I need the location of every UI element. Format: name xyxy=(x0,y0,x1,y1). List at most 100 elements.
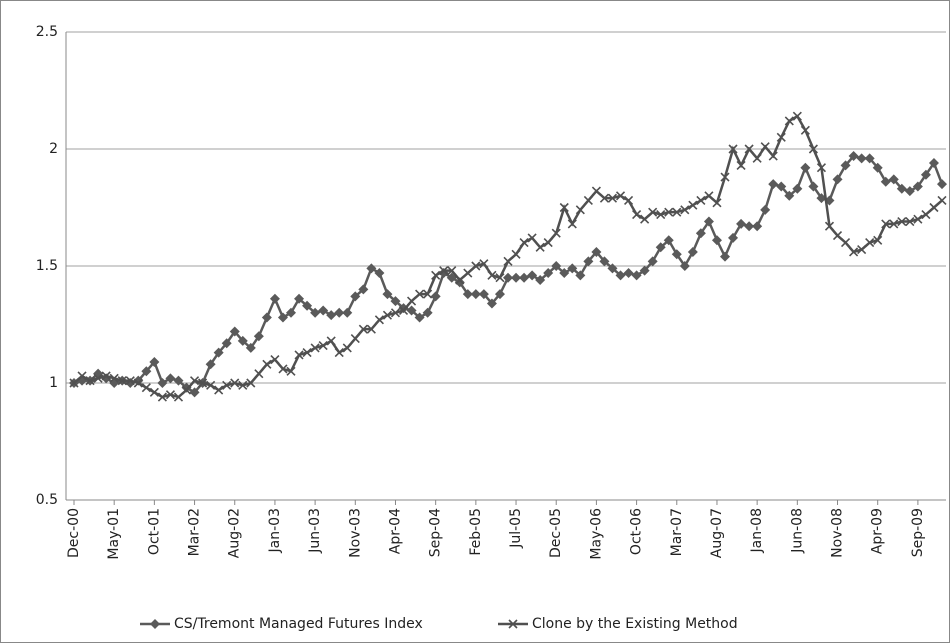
data-point xyxy=(462,289,473,300)
data-point xyxy=(840,238,851,248)
data-point xyxy=(800,125,810,135)
data-point xyxy=(880,176,891,187)
data-point xyxy=(543,268,554,279)
data-point xyxy=(711,235,722,246)
data-point xyxy=(165,373,176,384)
data-point xyxy=(648,207,658,217)
data-point xyxy=(262,359,272,369)
data-point xyxy=(905,216,915,227)
data-point xyxy=(623,195,634,206)
data-point xyxy=(679,261,690,271)
data-point xyxy=(430,291,441,302)
data-point xyxy=(760,204,771,215)
data-point xyxy=(270,355,280,365)
data-point xyxy=(760,142,770,152)
data-point xyxy=(117,376,127,386)
data-point xyxy=(181,382,192,393)
data-point xyxy=(374,268,385,279)
data-point xyxy=(350,291,361,302)
data-point xyxy=(238,380,248,390)
data-point xyxy=(189,387,200,398)
data-point xyxy=(881,219,891,229)
data-point xyxy=(93,373,103,383)
data-point xyxy=(671,249,682,260)
data-point xyxy=(109,373,119,383)
data-point xyxy=(245,342,256,353)
data-point xyxy=(261,312,272,323)
data-point xyxy=(664,207,674,217)
data-point xyxy=(663,235,674,246)
data-point xyxy=(447,266,457,276)
legend-marker xyxy=(150,619,160,629)
data-point xyxy=(632,209,642,220)
x-tick-label: Feb-05 xyxy=(468,508,484,556)
data-point xyxy=(222,380,232,390)
data-point xyxy=(326,310,337,321)
data-point xyxy=(872,162,883,173)
data-point xyxy=(479,259,489,269)
data-point xyxy=(358,284,369,295)
data-point xyxy=(511,249,521,259)
data-point xyxy=(358,324,368,334)
legend-marker xyxy=(508,619,518,629)
data-point xyxy=(173,392,184,402)
data-point xyxy=(912,181,923,192)
data-point xyxy=(342,343,352,353)
legend-label: Clone by the Existing Method xyxy=(532,616,738,632)
data-point xyxy=(583,256,594,267)
y-tick-label: 1 xyxy=(49,375,58,391)
data-point xyxy=(454,277,465,288)
data-point xyxy=(511,272,522,283)
data-point xyxy=(599,256,610,267)
data-point xyxy=(655,242,666,253)
data-point xyxy=(599,193,610,203)
data-point xyxy=(551,261,562,271)
data-point xyxy=(519,272,530,283)
data-point xyxy=(567,263,578,274)
x-tick-label: Jun-03 xyxy=(307,508,323,554)
x-tick-label: Nov-08 xyxy=(830,508,846,558)
data-point xyxy=(896,183,907,194)
x-tick-label: Sep-04 xyxy=(428,508,444,557)
data-point xyxy=(816,163,827,173)
data-point xyxy=(575,205,585,215)
x-tick-label: Jan-03 xyxy=(267,508,283,553)
data-point xyxy=(695,228,706,239)
data-point xyxy=(237,335,248,346)
data-point xyxy=(463,268,473,278)
data-point xyxy=(294,350,304,360)
data-point xyxy=(69,378,79,388)
data-point xyxy=(720,251,730,262)
data-point xyxy=(607,193,618,203)
data-point xyxy=(486,298,497,309)
data-point xyxy=(873,235,883,245)
data-point xyxy=(535,275,546,286)
data-point xyxy=(647,256,658,267)
x-tick-label: Oct-01 xyxy=(146,508,162,555)
data-point xyxy=(929,202,939,213)
x-tick-label: Apr-04 xyxy=(387,508,403,554)
data-point xyxy=(752,221,763,232)
data-point xyxy=(503,272,513,283)
data-point xyxy=(206,380,216,390)
data-point xyxy=(310,343,320,353)
x-tick-label: Dec-05 xyxy=(548,508,564,558)
data-point xyxy=(623,268,634,279)
data-point xyxy=(342,307,353,318)
data-point xyxy=(591,246,602,257)
x-tick-label: Apr-09 xyxy=(870,508,886,554)
x-tick-label: Mar-07 xyxy=(669,508,685,556)
data-point xyxy=(221,338,232,349)
data-point xyxy=(423,289,433,299)
data-point xyxy=(656,209,666,220)
data-point xyxy=(519,238,529,248)
data-point xyxy=(470,289,481,300)
data-point xyxy=(326,336,336,346)
data-point xyxy=(310,307,321,318)
data-point xyxy=(149,387,159,397)
data-point xyxy=(776,132,786,142)
data-point xyxy=(559,268,570,279)
data-point xyxy=(856,153,867,164)
data-point xyxy=(864,153,875,164)
data-point xyxy=(559,202,569,213)
